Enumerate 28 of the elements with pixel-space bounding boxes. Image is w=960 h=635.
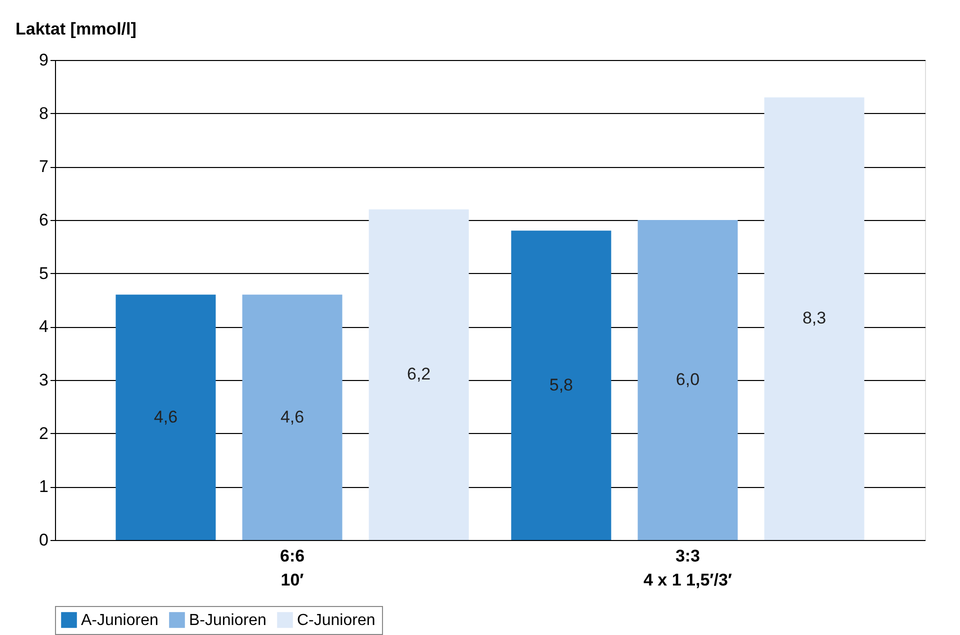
bar (242, 294, 342, 540)
bar (116, 294, 216, 540)
legend-label: C-Junioren (297, 612, 376, 629)
y-tick-label: 8 (39, 104, 48, 123)
data-label: 4,6 (280, 407, 304, 426)
data-label: 5,8 (549, 375, 573, 394)
data-label: 4,6 (154, 407, 178, 426)
legend-label: A-Junioren (81, 612, 158, 629)
legend-label: B-Junioren (189, 612, 266, 629)
y-tick-label: 1 (39, 477, 48, 496)
y-tick-label: 2 (39, 424, 48, 443)
y-tick-label: 9 (39, 50, 48, 70)
bar (368, 209, 469, 540)
x-tick-label: 3:3 4 x 1 1,5′/3′ (643, 546, 732, 590)
y-tick-label: 3 (39, 370, 48, 390)
data-label: 6,2 (407, 364, 431, 384)
bar (638, 220, 738, 540)
data-label: 6,0 (676, 370, 700, 389)
bar (511, 230, 612, 540)
x-tick-label: 6:6 10′ (280, 546, 305, 590)
bar (764, 97, 864, 540)
data-label: 8,3 (802, 308, 826, 328)
y-tick-label: 0 (39, 530, 48, 550)
y-tick-label: 6 (39, 210, 48, 230)
y-tick-label: 7 (39, 157, 48, 176)
y-tick-label: 4 (39, 317, 48, 336)
y-tick-label: 5 (39, 264, 48, 283)
y-axis-title: Laktat [mmol/l] (16, 20, 136, 38)
